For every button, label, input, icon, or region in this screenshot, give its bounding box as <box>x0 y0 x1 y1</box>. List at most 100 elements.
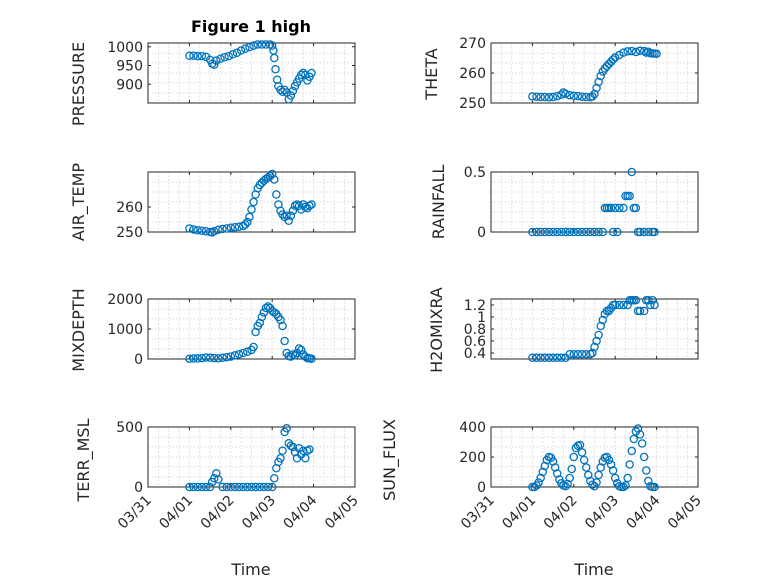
air-temp-ytick-label: 260 <box>116 200 143 216</box>
air-temp-data-point <box>241 220 250 229</box>
panel-theta-plot: 270 260 250 <box>459 36 699 112</box>
h2omixra-data-point <box>565 349 574 359</box>
air-temp-data-point <box>209 226 219 236</box>
h2omixra-ytick-label: 0.4 <box>464 346 486 362</box>
theta-data-point <box>540 92 550 102</box>
terr-msl-data-point <box>247 482 256 492</box>
theta-data-point <box>608 55 618 64</box>
panel-mixdepth: 2000 1000 0 MIXDEPTH <box>69 288 356 372</box>
air-temp-data-point <box>185 224 194 233</box>
theta-data-point <box>627 46 637 56</box>
terr-msl-data-point <box>189 482 198 492</box>
mixdepth-data-point <box>257 312 267 322</box>
air-temp-data-point <box>249 197 258 207</box>
pressure-data-point <box>286 91 296 100</box>
h2omixra-data-point <box>573 349 583 359</box>
mixdepth-data-point <box>226 352 236 361</box>
terr-msl-data-point <box>270 473 279 483</box>
sun-flux-xtick-label: 04/02 <box>541 493 581 533</box>
h2omixra-data-point <box>644 295 653 305</box>
air-temp-ytick-label: 250 <box>116 225 143 241</box>
panel-theta-ylabel: THETA <box>422 48 441 100</box>
panel-h2omixra-ylabel: H2OMIXRA <box>427 287 446 373</box>
theta-data-point <box>631 47 641 57</box>
rainfall-data-point <box>565 227 574 237</box>
terr-msl-data-point <box>251 482 260 492</box>
air-temp-data-point <box>230 222 240 232</box>
panel-mixdepth-ylabel: MIXDEPTH <box>69 288 88 371</box>
h2omixra-data-point <box>557 353 566 363</box>
terr-msl-data-point <box>214 475 223 484</box>
theta-data-point <box>569 91 579 101</box>
terr-msl-xtick-label: 04/03 <box>239 493 279 533</box>
h2omixra-data-point <box>610 300 620 310</box>
rainfall-data-point <box>627 167 637 177</box>
rainfall-data-point <box>590 227 599 237</box>
sun-flux-data-point <box>569 452 579 462</box>
sun-flux-data-point <box>565 473 574 483</box>
pressure-data-point <box>232 48 242 58</box>
pressure-data-point <box>272 75 282 85</box>
pressure-data-point <box>193 51 202 61</box>
rainfall-data-point <box>610 203 620 213</box>
panel-terr-msl-plot: 500 003/31 04/01 04/02 04/03 04/04 04/05 <box>115 420 362 532</box>
air-temp-data-point <box>214 225 223 234</box>
mixdepth-data-point <box>234 349 244 359</box>
sun-flux-data-point <box>581 463 591 472</box>
pressure-data-point <box>236 46 246 55</box>
sun-flux-ytick-label: 0 <box>477 480 486 496</box>
air-temp-data-point <box>272 190 281 199</box>
rainfall-data-point <box>613 227 622 237</box>
panel-sun-flux-ylabel: SUN_FLUX <box>380 419 400 501</box>
h2omixra-data-point <box>577 349 587 359</box>
air-temp-data-point <box>270 175 279 184</box>
h2omixra-ytick-label: 1.2 <box>464 298 486 314</box>
pressure-data-point <box>212 56 221 65</box>
sun-flux-data-point <box>608 466 618 475</box>
air-temp-data-point <box>247 205 256 214</box>
sun-flux-xtick-label: 04/04 <box>624 492 664 532</box>
air-temp-data-point <box>307 200 316 209</box>
pressure-data-point <box>224 51 233 61</box>
mixdepth-data-point <box>290 351 300 360</box>
pressure-data-point <box>257 40 267 49</box>
h2omixra-data-point <box>646 300 655 310</box>
rainfall-data-point <box>581 227 591 237</box>
mixdepth-data-point <box>278 321 287 331</box>
panel-terr-msl-xlabel: Time <box>230 560 270 579</box>
air-temp-data-point <box>193 225 202 235</box>
pressure-data-point <box>216 54 225 64</box>
terr-msl-data-point <box>234 482 244 492</box>
theta-data-point <box>652 49 661 59</box>
panel-pressure-plot: 1000 950 900 <box>107 40 356 104</box>
pressure-data-point <box>209 60 219 70</box>
theta-data-point <box>588 92 597 101</box>
h2omixra-data-point <box>623 300 632 310</box>
sun-flux-data-point <box>650 482 659 492</box>
rainfall-data-point <box>619 203 628 213</box>
terr-msl-ytick-label: 0 <box>134 480 143 496</box>
rainfall-data-point <box>639 227 649 237</box>
air-temp-data-point <box>282 211 291 220</box>
sun-flux-xtick-label: 04/01 <box>499 493 539 533</box>
sun-flux-data-point <box>637 439 647 448</box>
mixdepth-data-point <box>201 353 211 362</box>
rainfall-data-point <box>594 227 603 237</box>
rainfall-data-point <box>536 227 545 237</box>
sun-flux-xtick-label: 04/03 <box>582 493 622 533</box>
pressure-data-point <box>241 44 250 53</box>
theta-data-point <box>623 47 632 56</box>
rainfall-data-point <box>552 227 562 237</box>
mixdepth-data-point <box>222 352 231 362</box>
mixdepth-data-point <box>230 351 240 360</box>
terr-msl-data-point <box>305 445 314 454</box>
mixdepth-data-point <box>249 342 258 352</box>
sun-flux-data-point <box>621 481 630 490</box>
rainfall-ytick-label: 0 <box>477 225 486 241</box>
panel-sun-flux: 400 200 003/31 04/01 04/02 04/03 04/04 04/05 SU… <box>380 419 705 579</box>
pressure-data-point <box>253 40 262 49</box>
pressure-data-point <box>269 46 278 55</box>
air-temp-data-point <box>286 211 296 220</box>
pressure-data-point <box>185 51 194 61</box>
